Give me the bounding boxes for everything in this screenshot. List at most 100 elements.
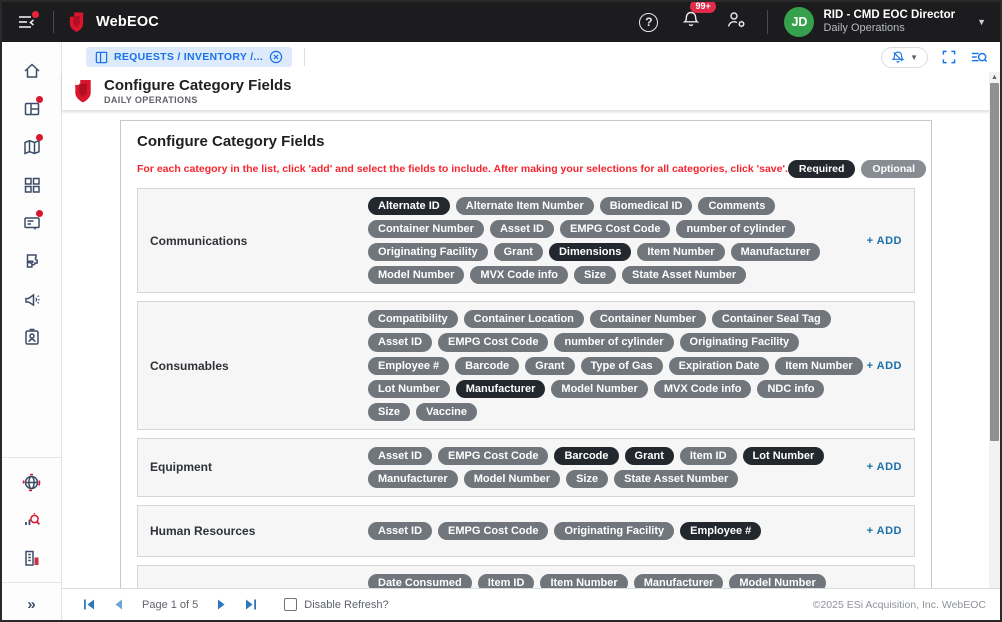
vertical-scrollbar[interactable]: ▲ [989,72,1000,588]
field-chip[interactable]: Item Number [637,243,725,262]
field-chip[interactable]: Item Number [540,574,628,588]
field-chip[interactable]: Originating Facility [368,243,488,262]
field-chip[interactable]: Asset ID [368,446,433,465]
field-chip[interactable]: Manufacturer [455,379,546,398]
notifications-bell-icon[interactable]: 99+ [682,2,716,34]
field-chip[interactable]: Compatibility [368,310,458,329]
user-info[interactable]: RID - CMD EOC Director Daily Operations [823,8,955,36]
field-chip[interactable]: NDC info [757,379,825,398]
field-chip[interactable]: Type of Gas [580,356,663,375]
page-title: Configure Category Fields [104,76,292,94]
disable-refresh-control[interactable]: Disable Refresh? [284,598,389,611]
field-chip[interactable]: Alternate ID [368,197,450,216]
field-chip[interactable]: Vaccine [416,402,477,421]
field-chip[interactable]: Asset ID [489,220,554,239]
collapse-menu-icon[interactable] [14,10,40,34]
field-chip[interactable]: EMPG Cost Code [438,333,549,352]
field-chip[interactable]: MVX Code info [470,266,569,285]
user-avatar[interactable]: JD [784,7,815,37]
sidebar-item-maps[interactable] [2,128,61,166]
field-chip[interactable]: Size [566,469,609,489]
sidebar-item-broadcast[interactable] [2,280,61,318]
scrollbar-thumb[interactable] [990,83,999,441]
sidebar-item-analytics-search[interactable] [2,501,61,539]
close-tab-icon[interactable] [269,50,283,64]
field-chip[interactable]: Date Consumed [368,574,472,588]
field-chip[interactable]: Container Number [589,310,706,329]
field-chip[interactable]: Employee # [680,521,762,541]
sidebar-item-contacts[interactable] [2,318,61,356]
field-chip[interactable]: Asset ID [368,333,433,352]
field-chip[interactable]: Alternate Item Number [455,197,594,216]
field-chips: Asset ID EMPG Cost Code Barcode Grant Item I… [368,446,867,489]
add-fields-button[interactable]: + ADD [866,359,902,372]
field-chip[interactable]: Size [368,402,411,421]
field-chip[interactable]: Model Number [368,266,465,285]
field-chip[interactable]: Item Number [775,356,863,375]
scroll-up-arrow-icon[interactable]: ▲ [991,73,998,81]
sidebar-item-home[interactable] [2,52,61,90]
field-chip[interactable]: EMPG Cost Code [560,220,671,239]
field-chip[interactable]: Employee # [368,356,450,375]
field-chip[interactable]: MVX Code info [653,379,752,398]
field-chip[interactable]: State Asset Number [614,469,739,489]
tab-requests-inventory[interactable]: REQUESTS / INVENTORY /... [86,47,293,67]
fullscreen-icon[interactable] [941,49,957,65]
field-chip[interactable]: Container Seal Tag [711,310,831,329]
field-chip[interactable]: Container Location [463,310,584,329]
field-chip[interactable]: Grant [525,356,575,375]
configure-category-fields-panel: Configure Category Fields For each categ… [120,120,932,588]
field-chip[interactable]: Comments [698,197,776,216]
sidebar-item-globe[interactable] [2,463,61,501]
field-chip[interactable]: Lot Number [368,379,450,398]
field-chip[interactable]: Barcode [554,446,619,465]
field-chip[interactable]: Grant [624,446,674,465]
field-chip[interactable]: EMPG Cost Code [438,521,549,541]
field-chip[interactable]: Expiration Date [668,356,770,375]
first-page-button[interactable] [82,598,96,611]
field-chip[interactable]: Originating Facility [679,333,800,352]
category-row: Information Technology Date ConsumedItem… [137,565,915,588]
field-chip[interactable]: Item ID [477,574,535,588]
sidebar-item-messages[interactable] [2,204,61,242]
sidebar-item-organization[interactable] [2,539,61,577]
user-admin-icon[interactable] [726,10,747,34]
field-chip[interactable]: EMPG Cost Code [438,446,549,465]
sidebar-item-plugins[interactable] [2,242,61,280]
field-chip[interactable]: Item ID [679,446,737,465]
help-icon[interactable]: ? [639,12,659,32]
search-boards-icon[interactable] [970,49,988,66]
last-page-button[interactable] [244,598,258,611]
field-chip[interactable]: Model Number [729,574,826,588]
field-chip[interactable]: Manufacturer [730,243,821,262]
sidebar-item-boards[interactable] [2,90,61,128]
field-chip[interactable]: number of cylinder [554,333,674,352]
main-area: REQUESTS / INVENTORY /... ▼ [62,42,1000,620]
field-chip[interactable]: Biomedical ID [599,197,693,216]
category-name: Communications [150,233,248,248]
field-chip[interactable]: number of cylinder [676,220,796,239]
previous-page-button[interactable] [112,598,124,611]
disable-refresh-checkbox[interactable] [284,598,298,611]
field-chip[interactable]: Model Number [463,469,561,489]
field-chip[interactable]: Dimensions [548,243,632,262]
field-chip[interactable]: Originating Facility [554,521,675,541]
field-chip[interactable]: Lot Number [742,446,825,465]
field-chip[interactable]: Model Number [551,379,648,398]
expand-sidebar-icon[interactable]: » [27,595,36,613]
field-chip[interactable]: Manufacturer [368,469,458,489]
add-fields-button[interactable]: + ADD [866,461,902,474]
field-chip[interactable]: Size [574,266,617,285]
field-chip[interactable]: Container Number [368,220,484,239]
add-fields-button[interactable]: + ADD [866,234,902,247]
field-chip[interactable]: State Asset Number [622,266,747,285]
field-chip[interactable]: Manufacturer [633,574,724,588]
field-chip[interactable]: Grant [493,243,543,262]
notifications-toggle-button[interactable]: ▼ [881,46,928,68]
sidebar-item-apps[interactable] [2,166,61,204]
field-chip[interactable]: Barcode [455,356,520,375]
field-chip[interactable]: Asset ID [368,521,433,541]
add-fields-button[interactable]: + ADD [866,525,902,538]
next-page-button[interactable] [216,598,228,611]
user-menu-caret-icon[interactable]: ▼ [977,17,986,27]
